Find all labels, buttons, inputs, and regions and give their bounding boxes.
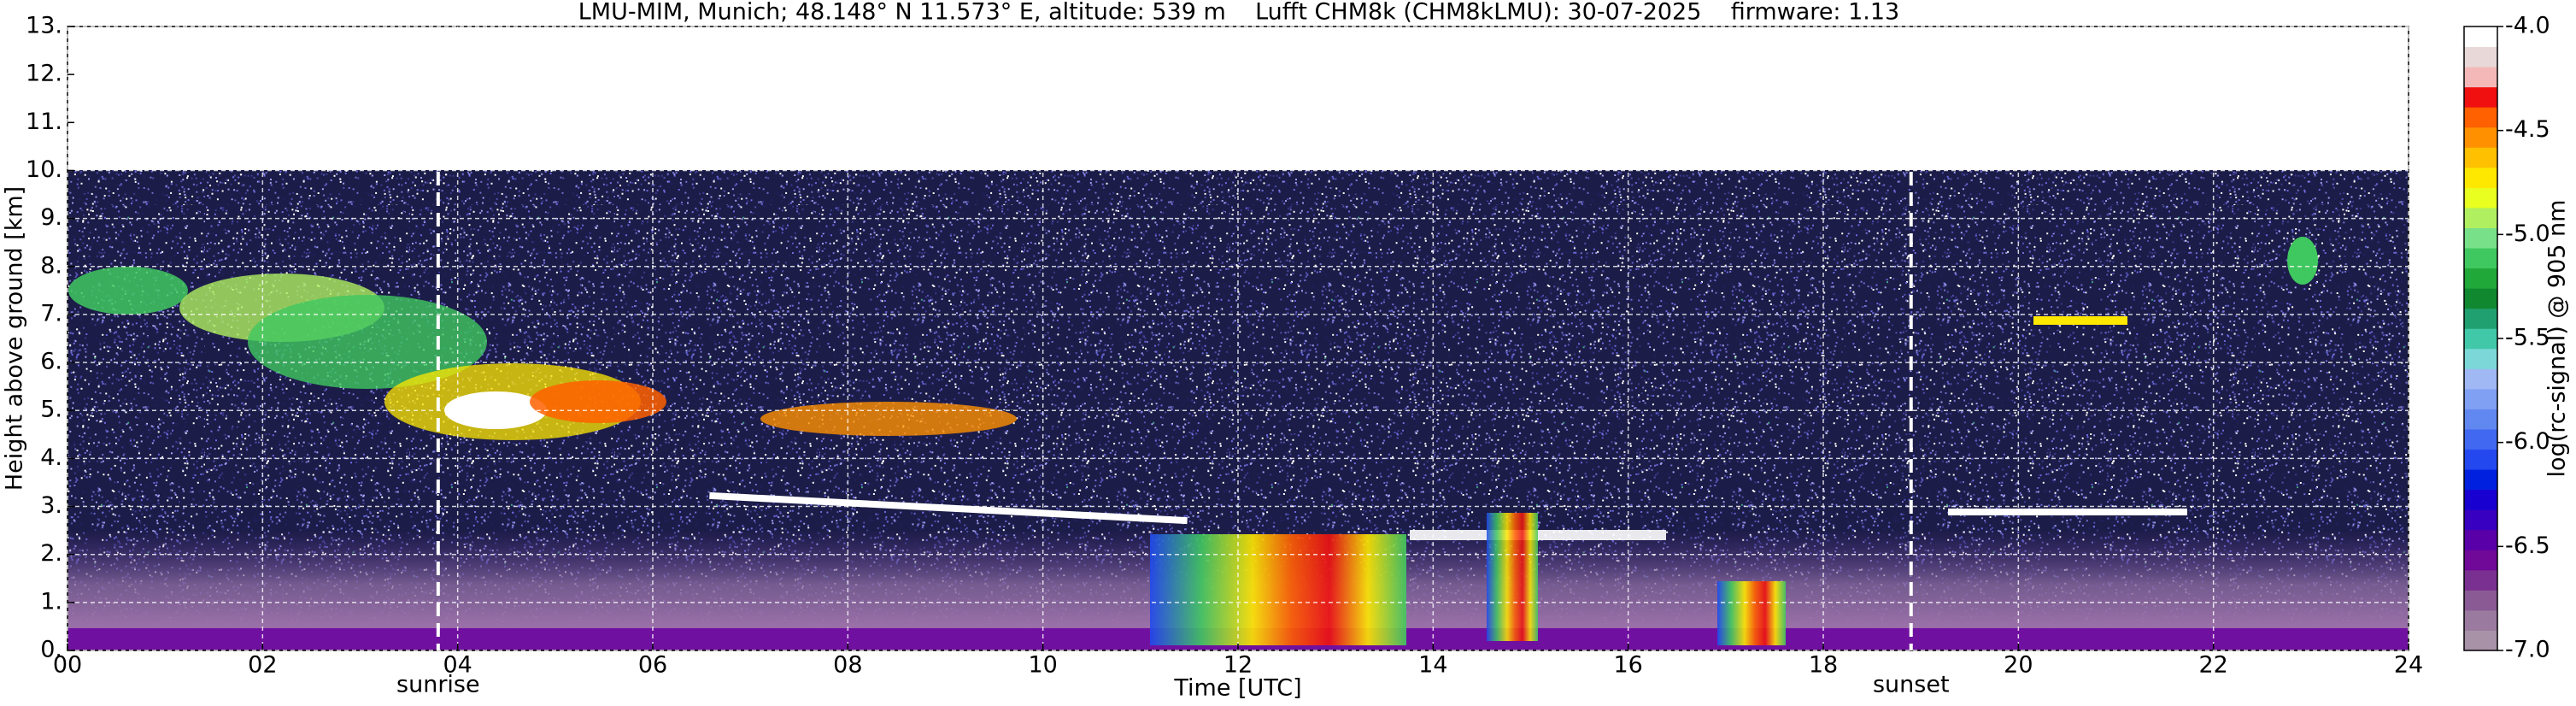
y-tick-label: 12. — [26, 61, 62, 87]
y-tick-label: 8. — [40, 252, 62, 279]
colorbar-swatch — [2464, 187, 2497, 209]
colorbar-tick-label: -5.0 — [2505, 221, 2550, 247]
y-tick-label: 4. — [40, 444, 62, 471]
colorbar-swatch — [2464, 569, 2497, 591]
rain-band — [1150, 534, 1406, 645]
chart-title: LMU-MIM, Munich; 48.148° N 11.573° E, al… — [578, 0, 1899, 26]
colorbar-swatch — [2464, 288, 2497, 309]
colorbar-swatch — [2464, 348, 2497, 369]
cloud — [444, 391, 547, 429]
y-tick-label: 10. — [26, 156, 62, 183]
rain-band — [1717, 581, 1786, 645]
colorbar-swatch — [2464, 147, 2497, 168]
x-tick-label: 08 — [833, 652, 862, 679]
x-tick-label: 22 — [2198, 652, 2227, 679]
colorbar-swatch — [2464, 590, 2497, 611]
cloud-features — [68, 237, 2318, 645]
colorbar-tick-label: -5.5 — [2505, 325, 2550, 351]
colorbar-tick-label: -4.5 — [2505, 116, 2550, 143]
colorbar-swatch — [2464, 489, 2497, 510]
cloud-layer — [709, 491, 1188, 525]
colorbar-tick-label: -7.0 — [2505, 637, 2550, 663]
colorbar-swatch — [2464, 328, 2497, 350]
colorbar-swatch — [2464, 248, 2497, 269]
x-axis-label: Time [UTC] — [1173, 675, 1301, 702]
y-tick-label: 1. — [40, 588, 62, 615]
colorbar-swatch — [2464, 529, 2497, 550]
colorbar-swatch — [2464, 388, 2497, 409]
y-tick-label: 13. — [26, 13, 62, 39]
colorbar-swatch — [2464, 609, 2497, 631]
colorbar-swatch — [2464, 207, 2497, 228]
colorbar-label: log(rc-signal) @ 905 nm — [2544, 200, 2571, 478]
y-tick-label: 6. — [40, 349, 62, 375]
x-tick-label: 02 — [248, 652, 277, 679]
cloud-layer — [1948, 509, 2187, 515]
y-axis-label: Height above ground [km] — [2, 186, 28, 491]
colorbar-swatch — [2464, 449, 2497, 470]
x-tick-label: 20 — [2004, 652, 2033, 679]
y-tick-label: 9. — [40, 204, 62, 231]
x-tick-label: 06 — [638, 652, 667, 679]
cloud — [248, 295, 487, 389]
x-tick-label: 00 — [53, 652, 82, 679]
colorbar-swatch — [2464, 167, 2497, 188]
colorbar-swatch — [2464, 308, 2497, 329]
y-tick-label: 5. — [40, 397, 62, 423]
x-tick-label: 24 — [2394, 652, 2423, 679]
colorbar-swatch — [2464, 126, 2497, 148]
x-tick-label: 10 — [1028, 652, 1057, 679]
x-tick-label: 12 — [1223, 652, 1253, 679]
y-tick-label: 0. — [40, 637, 62, 663]
colorbar-swatch — [2464, 550, 2497, 571]
cloud — [68, 267, 188, 315]
colorbar-tick-label: -4.0 — [2505, 13, 2550, 39]
cloud — [2033, 316, 2127, 325]
colorbar-swatch — [2464, 227, 2497, 249]
rain-band — [1487, 513, 1538, 641]
colorbar-swatch — [2464, 67, 2497, 88]
x-tick-label: 14 — [1418, 652, 1447, 679]
y-tick-label: 3. — [40, 492, 62, 519]
colorbar-swatch — [2464, 26, 2497, 48]
cloud — [530, 380, 666, 423]
colorbar-swatch — [2464, 46, 2497, 68]
x-tick-label: 04 — [443, 652, 472, 679]
colorbar-tick-label: -6.5 — [2505, 532, 2550, 559]
colorbar-tick-label: -6.0 — [2505, 428, 2550, 455]
colorbar-swatch — [2464, 107, 2497, 128]
y-tick-label: 2. — [40, 540, 62, 567]
x-tick-label: 16 — [1613, 652, 1642, 679]
event-label: sunset — [1873, 672, 1950, 698]
colorbar-swatch — [2464, 86, 2497, 108]
x-tick-label: 18 — [1809, 652, 1838, 679]
colorbar-swatch — [2464, 409, 2497, 430]
colorbar-swatch — [2464, 630, 2497, 651]
colorbar-swatch — [2464, 469, 2497, 491]
colorbar-swatch — [2464, 268, 2497, 289]
colorbar-swatch — [2464, 368, 2497, 390]
y-tick-label: 11. — [26, 109, 62, 135]
colorbar-swatch — [2464, 428, 2497, 450]
colorbar-swatch — [2464, 509, 2497, 531]
y-tick-label: 7. — [40, 300, 62, 327]
cloud — [760, 402, 1017, 436]
cloud — [2287, 237, 2318, 285]
event-label: sunrise — [396, 672, 480, 698]
